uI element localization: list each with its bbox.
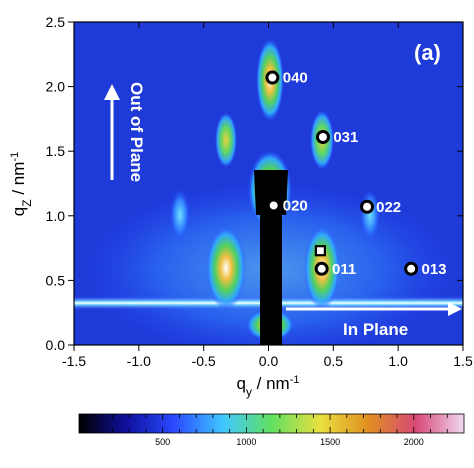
reflection-square-marker [314,245,326,257]
colorbar-tick-label: 500 [155,437,170,447]
x-tick-label: 0.0 [259,353,279,369]
x-tick-label: 0.5 [324,353,344,369]
x-axis: -1.5 -1.0 -0.5 0.0 0.5 1.0 1.5 [62,22,473,369]
x-tick-label: -0.5 [192,353,216,369]
y-tick-label: 1.0 [46,208,66,224]
colorbar-tick-label: 2000 [404,437,424,447]
colorbar-ticks: 500 1000 1500 2000 [95,414,448,447]
reflection-marker-031 [315,129,330,144]
colorbar-tick-label: 1500 [320,437,340,447]
in-plane-arrow [286,302,462,316]
out-of-plane-label: Out of Plane [127,82,146,182]
y-axis: 0.0 0.5 1.0 1.5 2.0 2.5 [46,14,463,353]
rod-left-upper [215,112,237,168]
reflection-marker-020 [266,198,281,213]
y-tick-label: 2.5 [46,14,66,30]
panel-label: (a) [414,40,441,65]
reflection-marker-040 [265,70,280,85]
reflection-label-040: 040 [283,70,308,87]
rod-left-lower [206,226,246,310]
y-tick-label: 1.5 [46,143,66,159]
y-tick-label: 0.0 [46,337,66,353]
y-tick-label: 0.5 [46,272,66,288]
x-axis-label: qy / nm-1 [236,374,299,399]
reflection-label-022: 022 [376,199,401,216]
x-tick-label: -1.5 [62,353,86,369]
y-tick-label: 2.0 [46,79,66,95]
x-tick-label: -1.0 [127,353,151,369]
colorbar-tick-label: 1000 [236,437,256,447]
reflection-label-011: 011 [332,261,356,278]
x-tick-label: 1.5 [453,353,473,369]
reflection-label-013: 013 [422,261,447,278]
reflection-label-020: 020 [283,197,308,214]
reflection-marker-013 [404,261,419,276]
reflection-marker-022 [360,199,375,214]
colorbar [78,413,465,434]
x-tick-label: 1.0 [388,353,408,369]
reflection-label-031: 031 [333,129,358,146]
y-axis-label: qZ / nm-1 [9,152,34,216]
in-plane-label: In Plane [343,320,408,339]
reflection-marker-011 [314,261,329,276]
reflection-markers: 040 031 020 022 011 013 [265,70,447,278]
rod-left-022 [170,189,190,241]
out-of-plane-arrow [104,84,120,180]
